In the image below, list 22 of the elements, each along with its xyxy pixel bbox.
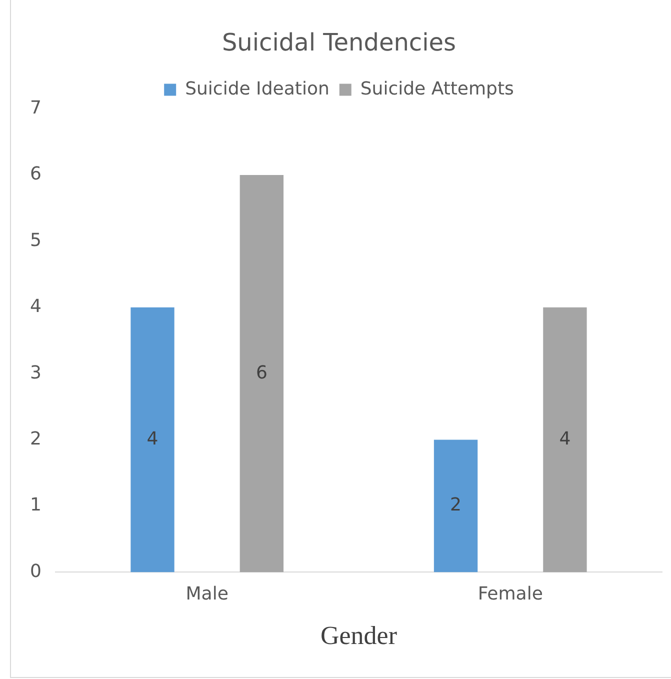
data-label: 4 [146, 428, 158, 450]
legend-label: Suicide Ideation [185, 78, 330, 100]
y-tick-label: 7 [30, 97, 42, 118]
y-tick-label: 5 [30, 230, 42, 251]
y-tick-label: 0 [30, 560, 42, 582]
bar [434, 440, 478, 572]
bar [130, 307, 174, 572]
bar [543, 307, 587, 572]
y-tick-label: 2 [30, 428, 42, 450]
data-label: 4 [559, 428, 571, 450]
y-tick-label: 4 [30, 296, 42, 318]
y-tick-label: 1 [30, 494, 42, 516]
data-label: 2 [450, 494, 462, 516]
y-tick-label: 6 [30, 164, 42, 185]
x-axis-title: Gender [320, 621, 398, 650]
x-tick-label: Female [478, 584, 543, 605]
data-label: 6 [256, 362, 268, 384]
y-tick-label: 3 [30, 362, 42, 384]
chart-title: Suicidal Tendencies [222, 28, 456, 57]
x-tick-label: Male [186, 584, 228, 605]
legend-label: Suicide Attempts [360, 78, 514, 100]
bar [240, 175, 284, 572]
